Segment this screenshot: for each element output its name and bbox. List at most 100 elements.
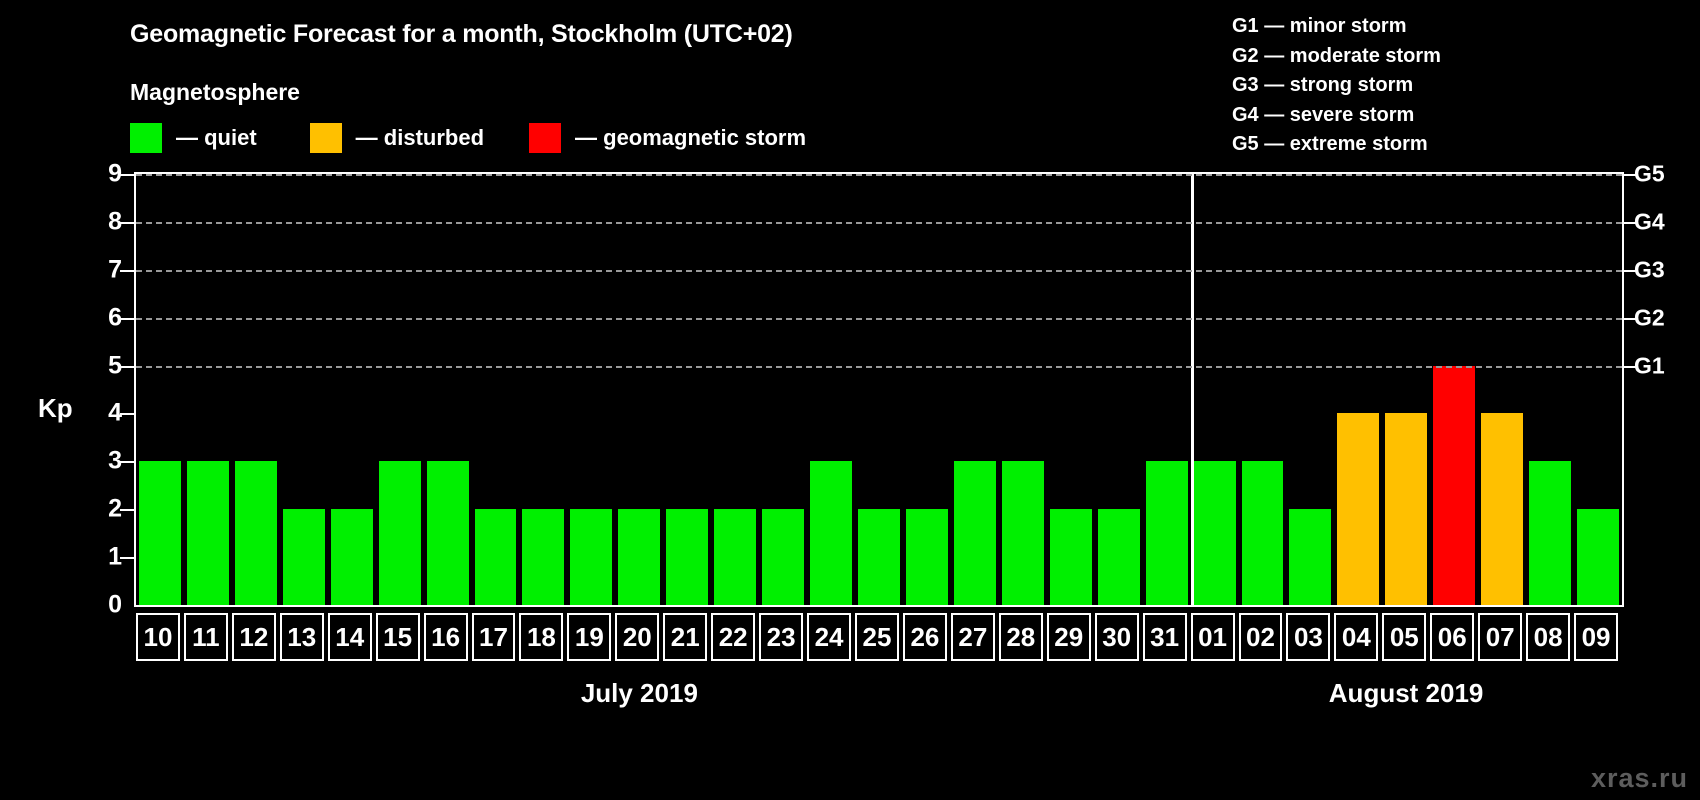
bar-17 — [474, 509, 517, 605]
y-tick-mark-3 — [120, 461, 134, 464]
bar-23 — [762, 509, 805, 605]
legend-item-quiet: — quiet — [130, 123, 257, 153]
bar-22 — [714, 509, 757, 605]
y-tick-label-2: 2 — [108, 494, 122, 523]
gridline-kp-5 — [136, 365, 1622, 368]
y-tick-mark-8 — [120, 221, 134, 224]
day-label-29: 29 — [1046, 613, 1091, 661]
g-tick-label-G1: G1 — [1634, 352, 1665, 379]
day-label-25: 25 — [855, 613, 899, 661]
y-tick-mark-1 — [120, 557, 134, 560]
bar-15 — [378, 461, 421, 605]
bar-24 — [810, 461, 853, 605]
month-separator — [1190, 174, 1194, 605]
g-tick-label-G3: G3 — [1634, 256, 1665, 283]
y-tick-label-5: 5 — [108, 351, 122, 380]
legend-swatch-disturbed — [309, 123, 342, 153]
gridline-kp-7 — [136, 269, 1622, 272]
bar-16 — [426, 461, 469, 605]
page-title: Geomagnetic Forecast for a month, Stockh… — [130, 20, 793, 48]
g-tick-mark-G2 — [1624, 317, 1636, 320]
day-label-22: 22 — [711, 613, 756, 661]
legend-item-storm: — geomagnetic storm — [529, 123, 806, 153]
y-tick-label-0: 0 — [108, 590, 122, 619]
g-tick-mark-G1 — [1624, 365, 1636, 368]
bar-29 — [1049, 509, 1092, 605]
y-tick-label-3: 3 — [108, 446, 122, 475]
day-label-06: 06 — [1430, 613, 1475, 661]
bar-21 — [666, 509, 709, 605]
bar-14 — [330, 509, 373, 605]
g-tick-label-G5: G5 — [1634, 160, 1665, 187]
day-label-18: 18 — [519, 613, 564, 661]
bar-series — [136, 174, 1622, 605]
g-scale-line-5: G5 — extreme storm — [1232, 133, 1428, 155]
bar-03 — [1289, 509, 1332, 605]
legend-label-storm: — geomagnetic storm — [575, 125, 807, 150]
day-label-12: 12 — [231, 613, 276, 661]
day-label-26: 26 — [902, 613, 947, 661]
g-tick-label-G2: G2 — [1634, 304, 1665, 331]
y-tick-mark-5 — [120, 365, 134, 368]
bar-12 — [234, 461, 277, 605]
day-label-11: 11 — [183, 613, 228, 661]
bar-06 — [1433, 365, 1476, 605]
day-label-02: 02 — [1238, 613, 1283, 661]
chart-plot-area — [134, 172, 1624, 607]
g-tick-mark-G3 — [1624, 269, 1636, 272]
legend: — quiet — disturbed — geomagnetic storm — [130, 123, 806, 153]
day-label-07: 07 — [1478, 613, 1523, 661]
day-label-17: 17 — [471, 613, 516, 661]
day-label-30: 30 — [1094, 613, 1139, 661]
gridline-kp-6 — [136, 317, 1622, 320]
y-tick-label-9: 9 — [108, 159, 122, 188]
g-scale-line-4: G4 — severe storm — [1232, 103, 1415, 126]
bar-26 — [905, 509, 948, 605]
g-scale-line-2: G2 — moderate storm — [1232, 44, 1441, 67]
day-label-15: 15 — [375, 613, 420, 661]
day-label-19: 19 — [567, 613, 612, 661]
day-label-16: 16 — [423, 613, 468, 661]
bar-19 — [570, 509, 613, 605]
bar-31 — [1145, 461, 1188, 605]
y-tick-mark-6 — [120, 317, 134, 320]
legend-label-quiet: — quiet — [176, 125, 257, 150]
y-tick-label-6: 6 — [108, 303, 122, 332]
day-label-09: 09 — [1574, 613, 1618, 661]
bar-11 — [186, 461, 229, 605]
y-tick-label-1: 1 — [108, 542, 122, 571]
day-label-13: 13 — [279, 613, 324, 661]
y-tick-mark-9 — [120, 174, 134, 176]
day-label-08: 08 — [1526, 613, 1571, 661]
legend-swatch-quiet — [130, 123, 162, 153]
y-tick-mark-2 — [120, 509, 134, 512]
day-label-20: 20 — [615, 613, 660, 661]
g-scale-line-3: G3 — strong storm — [1232, 74, 1414, 96]
bar-08 — [1529, 461, 1572, 605]
y-tick-label-8: 8 — [108, 207, 122, 236]
bar-01 — [1193, 461, 1236, 605]
legend-label-disturbed: — disturbed — [355, 125, 485, 150]
day-label-23: 23 — [759, 613, 804, 661]
month-label-1: August 2019 — [1328, 678, 1484, 708]
g-tick-mark-G5 — [1624, 174, 1636, 176]
day-label-24: 24 — [807, 613, 852, 661]
y-tick-label-7: 7 — [108, 255, 122, 284]
g-tick-mark-G4 — [1624, 221, 1636, 224]
day-label-14: 14 — [327, 613, 372, 661]
bar-09 — [1577, 509, 1619, 605]
day-label-05: 05 — [1382, 613, 1427, 661]
day-label-21: 21 — [663, 613, 708, 661]
gridline-kp-8 — [136, 221, 1622, 224]
g-scale-legend: G1 — minor storm G2 — moderate storm G3 — … — [1232, 12, 1441, 160]
g-tick-label-G4: G4 — [1634, 208, 1665, 235]
y-axis-label: Kp — [38, 393, 73, 423]
month-label-0: July 2019 — [580, 678, 698, 708]
bar-25 — [858, 509, 900, 605]
bar-20 — [618, 509, 661, 605]
day-label-01: 01 — [1190, 613, 1235, 661]
g-scale-line-1: G1 — minor storm — [1232, 15, 1407, 37]
bar-18 — [522, 509, 565, 605]
day-label-28: 28 — [998, 613, 1043, 661]
legend-swatch-storm — [529, 123, 562, 153]
